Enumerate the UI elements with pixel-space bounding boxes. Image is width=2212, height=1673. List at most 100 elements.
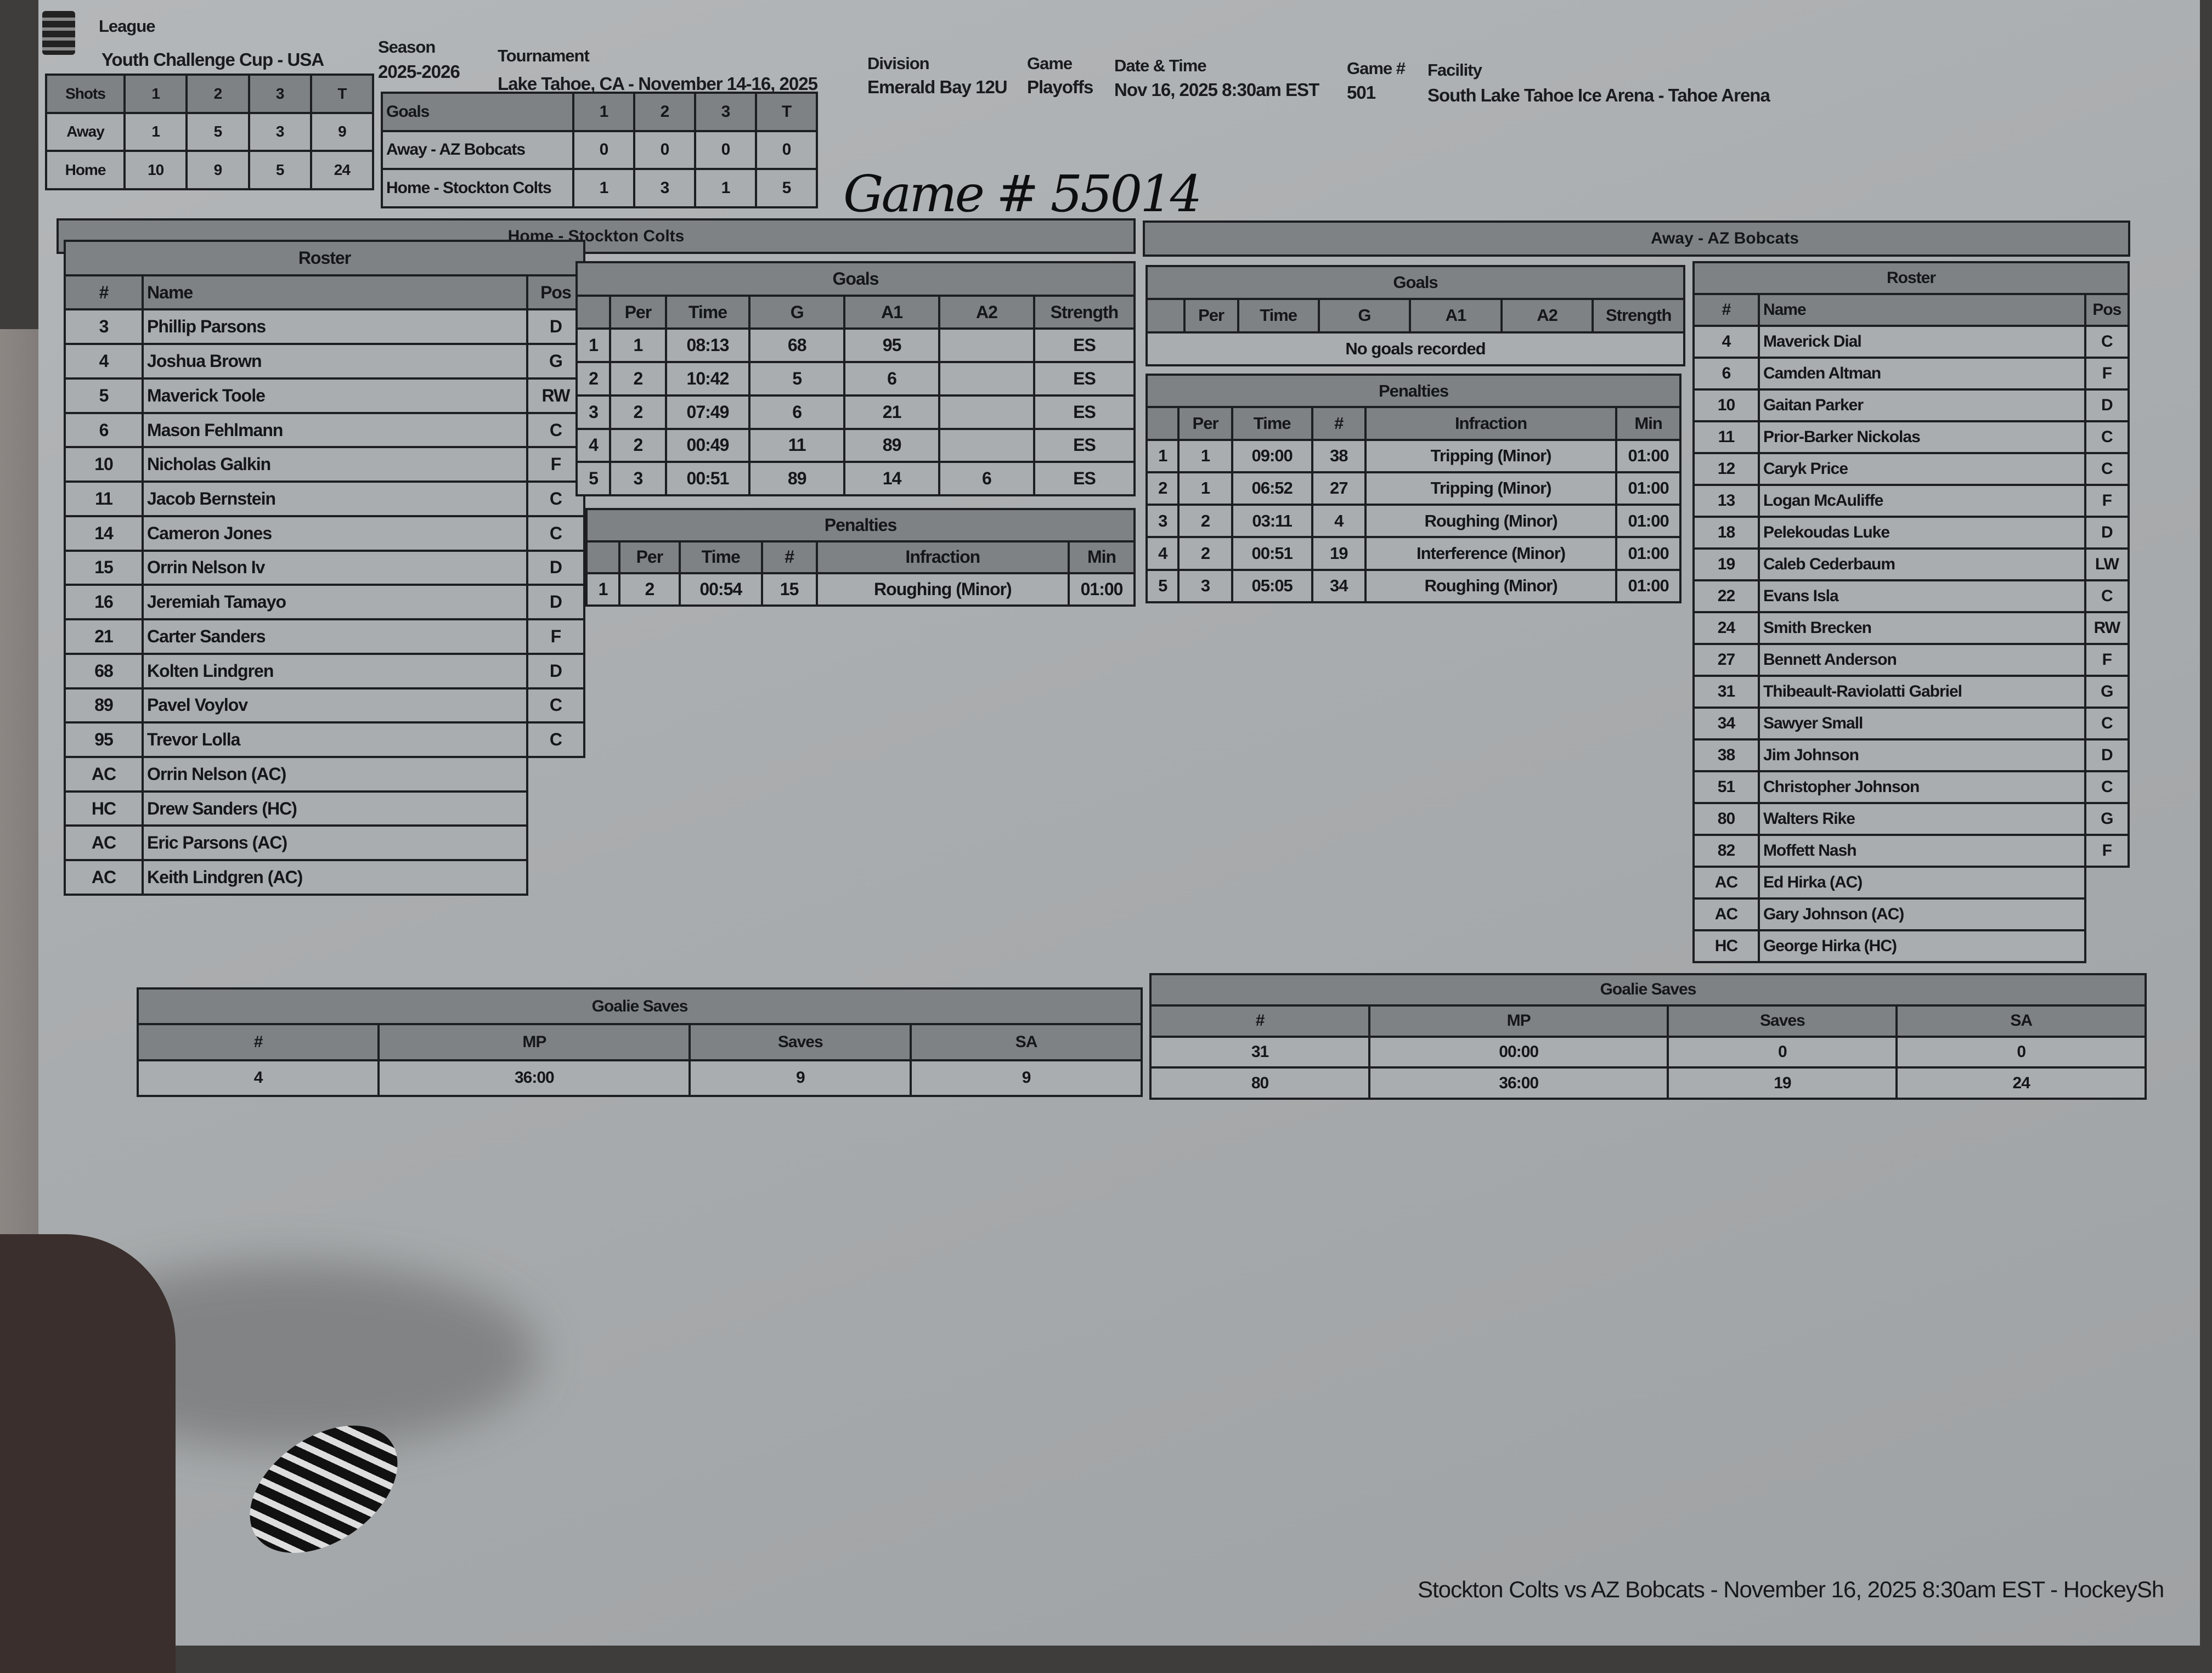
table-cell: 3 <box>1177 568 1233 604</box>
table-cell: 22 <box>1692 579 1760 613</box>
table-cell: 68 <box>748 327 846 364</box>
away-goals-title: Goals <box>1146 264 1685 301</box>
table-cell: 27 <box>1311 471 1367 506</box>
table-row: 5 3 05:05 34 Roughing (Minor) 01:00 <box>1145 568 1681 604</box>
column-header: Time <box>1231 406 1313 441</box>
table-row: Home 10 9 5 24 <box>44 150 375 190</box>
table-cell: ES <box>1032 327 1136 364</box>
table-cell: C <box>2084 452 2130 486</box>
table-cell: Away - AZ Bobcats <box>381 129 574 171</box>
column-header: Pos <box>2084 293 2130 327</box>
table-row: 80 36:00 19 24 <box>1149 1066 2147 1100</box>
facility-value: South Lake Tahoe Ice Arena - Tahoe Arena <box>1427 85 1770 105</box>
table-cell: Joshua Brown <box>142 343 528 380</box>
table-cell: AC <box>1692 866 1760 900</box>
column-header: Time <box>664 294 751 330</box>
table-cell: 5 <box>63 377 144 414</box>
game-type-value: Playoffs <box>1027 77 1093 97</box>
table-cell: Phillip Parsons <box>142 308 528 346</box>
away-goals-table: Goals Per Time G A1 A2 Strength No goals record… <box>1146 264 1685 367</box>
away-goals: Goals Per Time G A1 A2 Strength No goals record… <box>1146 264 1685 367</box>
table-cell: ES <box>1032 461 1136 496</box>
column-header: Shots <box>44 74 126 114</box>
table-cell: 10 <box>1692 388 1760 422</box>
column-header: 1 <box>572 92 635 132</box>
away-goalie-saves-title: Goalie Saves <box>1149 973 2147 1007</box>
home-penalties-title: Penalties <box>585 508 1136 542</box>
header-row: # Name Pos <box>1692 293 2130 327</box>
empty-cell <box>527 826 584 860</box>
column-header: SA <box>910 1023 1143 1061</box>
table-cell: 89 <box>748 461 846 496</box>
table-cell: 34 <box>1692 706 1760 741</box>
column-header: 2 <box>185 74 250 114</box>
empty-cell <box>2085 930 2129 962</box>
column-header: Strength <box>1032 294 1136 330</box>
table-cell: 3 <box>575 394 612 430</box>
table-cell: Smith Brecken <box>1757 611 2086 645</box>
column-header: T <box>754 92 819 132</box>
away-roster-title: Roster <box>1692 261 2130 295</box>
table-cell: G <box>2084 675 2130 709</box>
table-cell: HC <box>63 790 144 827</box>
goals-summary-table: Goals 1 2 3 T Away - AZ Bobcats 0 0 0 0 Home - Sto… <box>381 92 819 208</box>
table-row: AC Gary Johnson (AC) <box>1692 897 2129 931</box>
column-header: Time <box>678 540 763 575</box>
table-cell: AC <box>1692 897 1760 931</box>
table-cell: 00:00 <box>1368 1035 1669 1069</box>
away-penalties: Penalties Per Time # Infraction Min 1 1 09:00 38 T… <box>1145 373 1681 604</box>
column-header: # <box>1149 1004 1371 1038</box>
table-row: Away - AZ Bobcats 0 0 0 0 <box>381 129 819 171</box>
table-cell: 4 <box>575 427 612 464</box>
table-row: HC George Hirka (HC) <box>1692 929 2129 963</box>
empty-cell <box>2085 898 2129 930</box>
table-cell: Away <box>44 111 126 152</box>
table-cell: C <box>526 481 586 517</box>
table-cell: 1 <box>609 327 667 364</box>
table-row: Home - Stockton Colts 1 3 1 5 <box>381 168 819 208</box>
header-row: # MP Saves SA <box>136 1023 1143 1061</box>
column-header: Per <box>1183 298 1239 334</box>
table-cell: 1 <box>585 572 620 607</box>
table-row: 18 Pelekoudas Luke D <box>1692 516 2130 550</box>
table-row: 1 1 09:00 38 Tripping (Minor) 01:00 <box>1145 438 1681 473</box>
column-header: 3 <box>247 74 312 114</box>
table-cell: 15 <box>63 549 144 586</box>
table-row: 3 2 03:11 4 Roughing (Minor) 01:00 <box>1145 504 1681 539</box>
table-cell: LW <box>2084 547 2130 581</box>
table-cell: 1 <box>693 168 757 208</box>
table-cell: 38 <box>1311 438 1367 473</box>
table-cell: D <box>526 584 586 621</box>
table-cell: 6 <box>748 394 846 430</box>
table-cell: 07:49 <box>664 394 751 430</box>
table-cell: Ed Hirka (AC) <box>1757 866 2086 900</box>
table-row: 16 Jeremiah Tamayo D <box>63 584 586 621</box>
table-cell: 68 <box>63 652 144 689</box>
table-cell: 03:11 <box>1231 504 1313 539</box>
table-cell: 01:00 <box>1615 568 1681 604</box>
table-cell: 1 <box>572 168 635 208</box>
table-cell: Logan McAuliffe <box>1757 484 2086 518</box>
table-cell: AC <box>63 859 144 896</box>
table-cell: 3 <box>63 308 144 346</box>
header-row: Goals 1 2 3 T <box>381 92 819 132</box>
table-cell: D <box>526 549 586 586</box>
column-header: 3 <box>693 92 757 132</box>
header-row: Per Time # Infraction Min <box>585 540 1136 575</box>
table-cell: 5 <box>754 168 819 208</box>
table-cell: 15 <box>760 572 818 607</box>
column-header: Name <box>142 274 528 311</box>
table-row: 22 Evans Isla C <box>1692 579 2130 613</box>
table-cell: 18 <box>1692 516 1760 550</box>
table-row: AC Orrin Nelson (AC) <box>63 756 584 793</box>
column-header: Goals <box>381 92 574 132</box>
table-cell: 0 <box>633 129 696 171</box>
table-cell: Maverick Toole <box>142 377 528 414</box>
table-cell: 31 <box>1692 675 1760 709</box>
table-cell: 9 <box>910 1059 1143 1098</box>
table-row: AC Ed Hirka (AC) <box>1692 866 2129 900</box>
table-cell: Roughing (Minor) <box>1364 568 1618 604</box>
table-cell: G <box>526 343 586 380</box>
table-cell: Nicholas Galkin <box>142 446 528 483</box>
table-cell: F <box>526 618 586 655</box>
